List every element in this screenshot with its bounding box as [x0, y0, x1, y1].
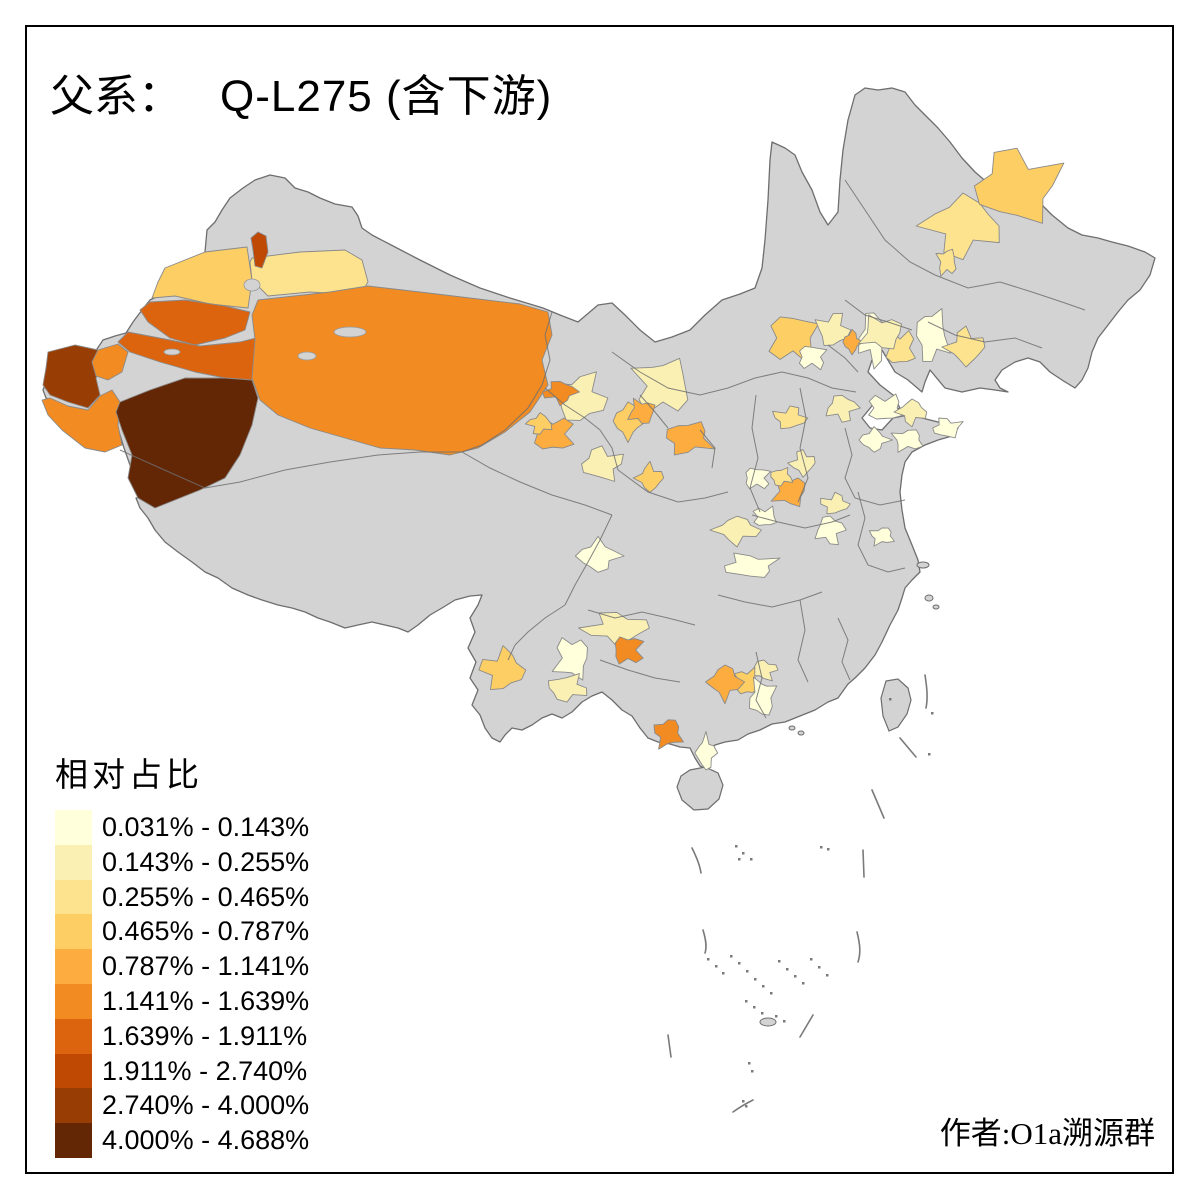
title-prefix: 父系： — [50, 72, 182, 121]
legend-label: 1.639% - 1.911% — [102, 1020, 308, 1051]
legend-row: 1.911% - 2.740% — [55, 1053, 309, 1089]
map-region-xinjiang-ili — [139, 299, 251, 346]
map-region-xinjiang-kizilsu — [42, 344, 106, 409]
legend-row: 0.465% - 0.787% — [55, 914, 310, 950]
attribution: 作者:O1a溯源群 — [939, 1116, 1155, 1151]
map-region-blob — [749, 676, 778, 716]
legend-row: 2.740% - 4.000% — [55, 1088, 310, 1124]
map-region-xinjiang-kashgar-north — [91, 343, 129, 381]
legend-label: 0.465% - 0.787% — [102, 916, 310, 947]
legend-label: 1.141% - 1.639% — [102, 985, 310, 1016]
legend-label: 0.255% - 0.465% — [102, 881, 310, 912]
map-region-xinjiang-kashgar — [41, 389, 123, 453]
map-region-blob — [632, 460, 665, 493]
map-region-blob — [709, 515, 762, 548]
legend-label: 0.787% - 1.141% — [102, 951, 310, 982]
legend-row: 1.141% - 1.639% — [55, 983, 310, 1019]
legend-swatch — [55, 983, 92, 1019]
map-region-blob — [787, 449, 816, 478]
legend-swatch — [55, 1053, 92, 1089]
legend-row: 0.031% - 0.143% — [55, 810, 309, 845]
map-region-blob — [478, 645, 527, 690]
legend-label: 1.911% - 2.740% — [102, 1055, 308, 1086]
map-region-blob — [973, 147, 1065, 224]
map-region-xinjiang-hotan — [115, 377, 259, 509]
map-region-blob — [723, 552, 781, 578]
map-region-blob — [581, 445, 624, 482]
map-region-blob — [666, 421, 715, 456]
legend: 相对占比 0.031% - 0.143% 0.143% - 0.255% 0.255… — [55, 748, 309, 1158]
map-region-blob — [547, 673, 588, 703]
legend-swatch — [55, 1123, 92, 1158]
map-region-xinjiang-bayingol — [251, 285, 553, 456]
map-region-blob — [842, 328, 865, 356]
map-region-blob — [551, 637, 588, 681]
map-region-blob — [820, 491, 851, 515]
map-region-blob — [893, 398, 928, 428]
map-region-blob — [935, 248, 957, 277]
map-region-blob — [770, 467, 794, 487]
map-region-blob — [868, 527, 895, 547]
map-region-blob — [772, 405, 809, 430]
page-title: 父系： Q-L275 (含下游) — [50, 60, 552, 124]
legend-swatch — [55, 810, 92, 845]
map-region-xinjiang-sliver — [250, 231, 269, 269]
legend-rows: 0.031% - 0.143% 0.143% - 0.255% 0.255% - 0… — [55, 810, 309, 1158]
map-region-blob — [890, 429, 924, 453]
map-region-blob — [868, 393, 903, 420]
map-region-blob — [705, 664, 746, 705]
map-region-blob — [932, 417, 964, 439]
legend-row: 0.787% - 1.141% — [55, 949, 309, 984]
legend-swatch — [55, 1018, 92, 1054]
map-region-blob — [541, 380, 580, 407]
map-region-blob — [916, 308, 952, 362]
map-region-blob — [798, 345, 828, 371]
legend-label: 4.000% - 4.688% — [102, 1125, 310, 1156]
map-region-blob — [653, 719, 684, 750]
legend-swatch — [55, 879, 92, 915]
legend-title: 相对占比 — [55, 758, 203, 794]
legend-swatch — [55, 1088, 92, 1124]
map-region-blob — [630, 357, 689, 415]
map-region-blob — [745, 467, 772, 490]
legend-row: 1.639% - 1.911% — [55, 1018, 309, 1054]
legend-label: 2.740% - 4.000% — [102, 1090, 310, 1121]
legend-row: 0.143% - 0.255% — [55, 844, 310, 880]
legend-swatch — [55, 844, 92, 880]
map-region-blob — [524, 412, 553, 435]
map-region-blob — [825, 394, 861, 423]
map-region-blob — [814, 312, 852, 346]
legend-row: 4.000% - 4.688% — [55, 1123, 309, 1158]
legend-label: 0.031% - 0.143% — [102, 812, 310, 842]
map-region-blob — [858, 426, 894, 453]
map-region-blob — [694, 731, 719, 771]
legend-row: 0.255% - 0.465% — [55, 879, 310, 915]
title-haplogroup: Q-L275 (含下游) — [220, 72, 553, 121]
legend-label: 0.143% - 0.255% — [102, 846, 310, 877]
map-region-blob — [614, 636, 645, 665]
legend-swatch — [55, 949, 92, 984]
map-region-xinjiang-tacheng-band — [151, 246, 253, 309]
legend-swatch — [55, 914, 92, 950]
